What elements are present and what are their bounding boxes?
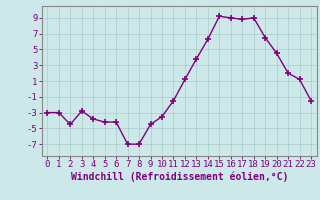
- X-axis label: Windchill (Refroidissement éolien,°C): Windchill (Refroidissement éolien,°C): [70, 172, 288, 182]
